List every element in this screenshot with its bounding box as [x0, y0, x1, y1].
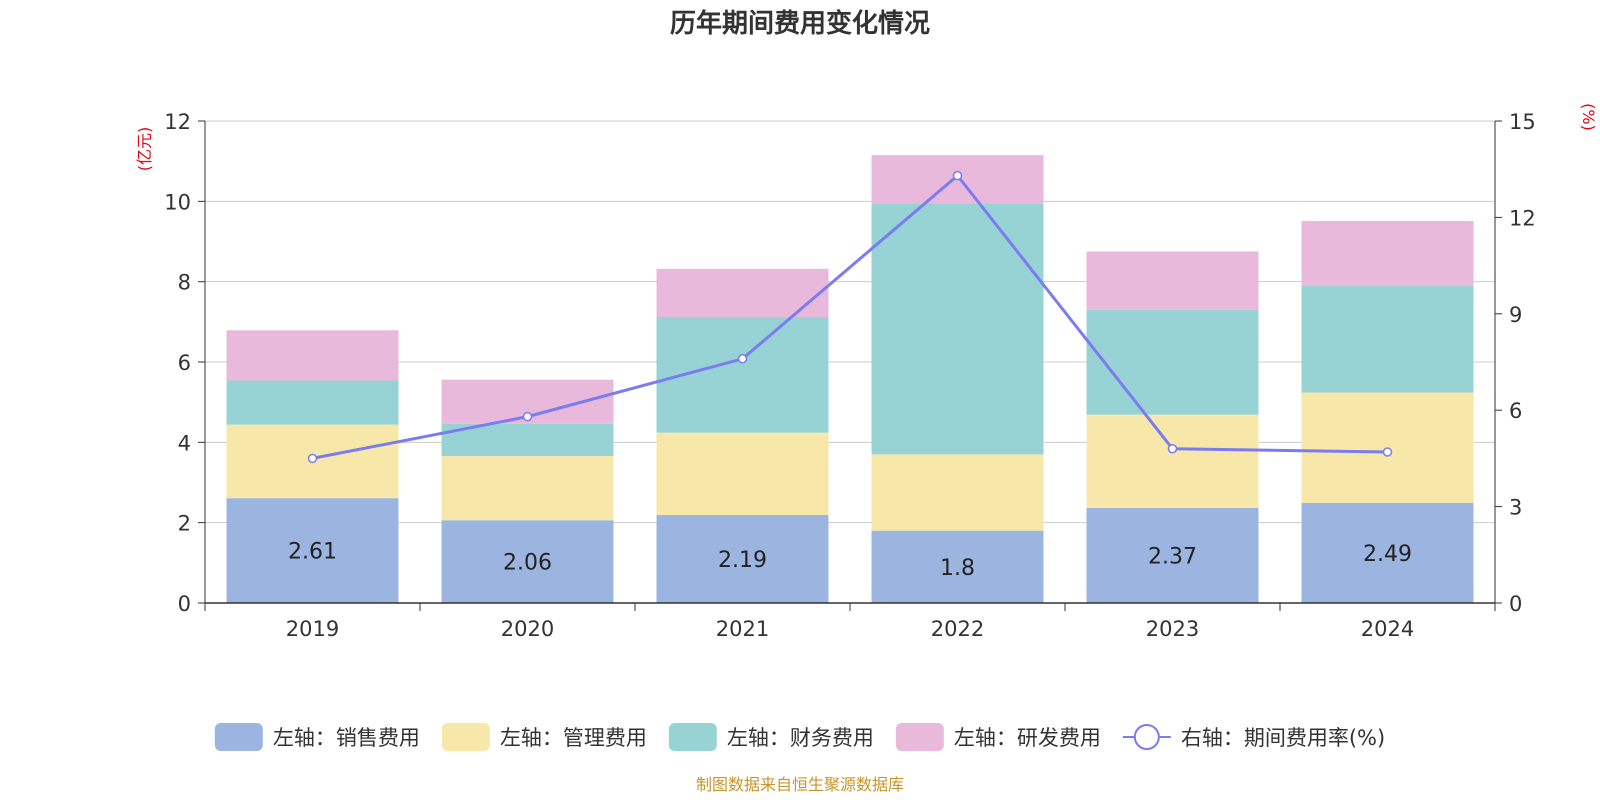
bar-segment — [1086, 507, 1259, 603]
legend-swatch — [668, 723, 717, 751]
bar-segment — [226, 380, 399, 425]
bar-data-label: 1.8 — [940, 556, 975, 581]
rate-point — [737, 354, 748, 364]
y-left-unit-label: (亿元) — [135, 127, 154, 172]
bar-segment — [1301, 221, 1474, 286]
bar-segment — [1086, 309, 1259, 415]
rate-line — [312, 173, 1388, 460]
y-left-tick-label: 0 — [178, 592, 191, 616]
chart-title: 历年期间费用变化情况 — [670, 8, 930, 39]
y-left-tick-label: 10 — [164, 190, 191, 214]
legend-swatch — [214, 723, 263, 751]
bar-segment — [1086, 414, 1259, 508]
bar-segment — [871, 530, 1044, 603]
y-right-tick-label: 12 — [1509, 206, 1536, 230]
bar-data-label: 2.49 — [1363, 542, 1412, 567]
bar-segment — [1301, 285, 1474, 393]
x-tick-label: 2019 — [286, 617, 339, 641]
legend-item[interactable]: 左轴：管理费用 — [441, 723, 647, 751]
y-right-tick-label: 9 — [1509, 303, 1522, 327]
source-note: 制图数据来自恒生聚源数据库 — [696, 775, 904, 794]
x-tick-label: 2021 — [716, 617, 769, 641]
rate-point — [522, 411, 533, 422]
rate-point — [1382, 447, 1393, 457]
legend-swatch — [895, 723, 944, 751]
y-left-tick-label: 12 — [164, 110, 191, 134]
rate-point — [307, 453, 318, 464]
bar-segment — [441, 455, 614, 521]
legend-marker — [1133, 724, 1160, 750]
y-right-tick-label: 6 — [1509, 399, 1522, 423]
legend-item[interactable]: 右轴：期间费用率(%) — [1122, 724, 1385, 750]
bar-segment — [656, 268, 829, 318]
y-right-unit-label: (%) — [1579, 103, 1598, 131]
legend-item[interactable]: 左轴：财务费用 — [668, 723, 874, 751]
bar-segment — [1301, 502, 1474, 603]
x-tick-label: 2020 — [501, 617, 554, 641]
bar-data-label: 2.61 — [288, 540, 337, 565]
legend-label: 左轴：管理费用 — [500, 726, 647, 750]
legend-label: 左轴：研发费用 — [954, 726, 1101, 750]
rate-point — [952, 170, 963, 181]
bar-segment — [226, 330, 399, 381]
x-tick-label: 2023 — [1146, 617, 1199, 641]
legend-label: 左轴：财务费用 — [727, 726, 874, 750]
y-right-tick-label: 15 — [1509, 110, 1536, 134]
bar-data-label: 2.06 — [503, 551, 552, 576]
rate-point — [1167, 444, 1178, 454]
bar-segment — [656, 515, 829, 603]
bar-segment — [441, 520, 614, 603]
y-right-tick-label: 0 — [1509, 592, 1522, 616]
y-left-tick-label: 6 — [178, 351, 191, 375]
legend-label: 左轴：销售费用 — [273, 726, 420, 750]
x-tick-label: 2024 — [1361, 617, 1414, 641]
y-left-tick-label: 8 — [178, 271, 191, 295]
legend-swatch — [441, 723, 490, 751]
legend-item[interactable]: 左轴：销售费用 — [214, 723, 420, 751]
bar-segment — [871, 454, 1044, 531]
legend-item[interactable]: 左轴：研发费用 — [895, 723, 1101, 751]
y-left-tick-label: 2 — [178, 512, 191, 536]
y-left-tick-label: 4 — [178, 431, 191, 455]
bar-segment — [656, 432, 829, 516]
y-right-tick-label: 3 — [1509, 496, 1522, 520]
x-tick-label: 2022 — [931, 617, 984, 641]
bar-data-label: 2.37 — [1148, 544, 1197, 569]
legend-label: 右轴：期间费用率(%) — [1181, 726, 1385, 750]
bar-segment — [226, 498, 399, 603]
bar-data-label: 2.19 — [718, 548, 767, 573]
bar-segment — [1086, 251, 1259, 310]
bar-segment — [871, 203, 1044, 455]
